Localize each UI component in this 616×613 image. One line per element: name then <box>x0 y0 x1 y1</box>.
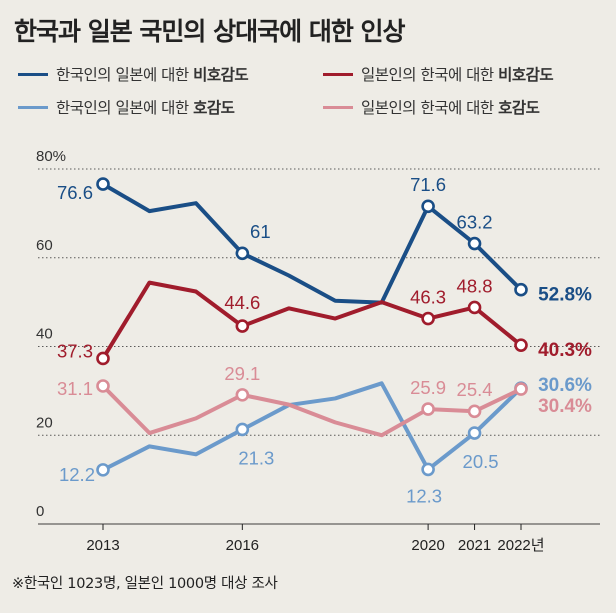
legend-label: 한국인의 일본에 대한 <box>56 66 194 84</box>
data-label: 76.6 <box>57 182 93 203</box>
data-point <box>514 382 528 396</box>
legend-label-bold: 호감도 <box>498 99 540 117</box>
data-point <box>467 426 482 440</box>
data-point <box>467 236 482 251</box>
series-line <box>101 182 523 305</box>
data-label: 52.8% <box>538 285 592 306</box>
data-point <box>421 199 435 214</box>
legend-label: 일본인의 한국에 대한 <box>361 66 499 84</box>
y-tick-label: 0 <box>36 503 44 520</box>
legend-swatch <box>18 73 48 76</box>
legend-label-bold: 호감도 <box>193 99 235 117</box>
legend-label: 한국인의 일본에 대한 <box>56 99 194 117</box>
legend-label-bold: 비호감도 <box>193 66 249 84</box>
data-label: 31.1 <box>57 378 93 399</box>
x-tick-label: 2013 <box>86 537 119 554</box>
legend-label-bold: 비호감도 <box>498 66 554 84</box>
data-label: 20.5 <box>463 451 499 472</box>
legend-swatch <box>18 106 48 109</box>
data-label: 48.8 <box>457 275 493 296</box>
y-tick-label: 40 <box>36 326 53 343</box>
data-point <box>96 463 110 477</box>
legend-item-korea-like: 한국인의 일본에 대한 호감도 <box>18 96 235 118</box>
data-label: 30.6% <box>538 375 592 396</box>
data-label: 12.2 <box>59 464 95 485</box>
data-label: 21.3 <box>238 447 274 468</box>
data-point <box>467 404 482 419</box>
data-point <box>467 300 482 315</box>
data-label: 25.4 <box>457 379 493 400</box>
data-point <box>96 177 110 191</box>
data-point <box>235 388 250 402</box>
data-point <box>421 311 435 326</box>
legend-label: 일본인의 한국에 대한 <box>361 99 499 117</box>
x-tick-label: 2021 <box>458 537 491 554</box>
y-tick-label: 20 <box>36 414 53 431</box>
data-point <box>235 319 250 333</box>
y-tick-label: 60 <box>36 237 53 254</box>
data-label: 30.4% <box>538 396 592 417</box>
data-label: 37.3 <box>57 340 93 361</box>
data-label: 29.1 <box>224 363 260 384</box>
y-tick-label: 80% <box>36 148 66 165</box>
data-point <box>421 462 435 477</box>
x-tick-label: 2022년 <box>497 537 544 554</box>
data-point <box>514 338 528 352</box>
legend-item-japan-dislike: 일본인의 한국에 대한 비호감도 <box>323 63 554 85</box>
footnote: ※한국인 1023명, 일본인 1000명 대상 조사 <box>12 576 278 592</box>
data-label: 12.3 <box>406 485 442 506</box>
x-tick-label: 2016 <box>226 537 259 554</box>
legend-item-korea-dislike: 한국인의 일본에 대한 비호감도 <box>18 63 249 85</box>
data-point <box>235 246 250 261</box>
x-tick-label: 2020 <box>411 537 444 554</box>
data-label: 46.3 <box>410 286 446 307</box>
series-line <box>101 280 523 361</box>
data-point <box>421 402 435 416</box>
series-line <box>101 381 523 472</box>
data-label: 40.3% <box>538 340 592 361</box>
data-label: 25.9 <box>410 377 446 398</box>
legend-item-japan-like: 일본인의 한국에 대한 호감도 <box>323 96 540 118</box>
chart-title: 한국과 일본 국민의 상대국에 대한 인상 <box>14 17 406 46</box>
series-line <box>101 383 523 438</box>
data-label: 63.2 <box>457 211 493 232</box>
data-point <box>235 422 250 437</box>
legend-swatch <box>323 106 353 109</box>
data-point <box>514 282 528 297</box>
data-label: 61 <box>250 221 271 242</box>
data-label: 44.6 <box>224 292 260 313</box>
data-point <box>96 379 110 393</box>
legend-swatch <box>323 73 353 76</box>
data-point <box>96 351 110 366</box>
data-label: 71.6 <box>410 174 446 195</box>
